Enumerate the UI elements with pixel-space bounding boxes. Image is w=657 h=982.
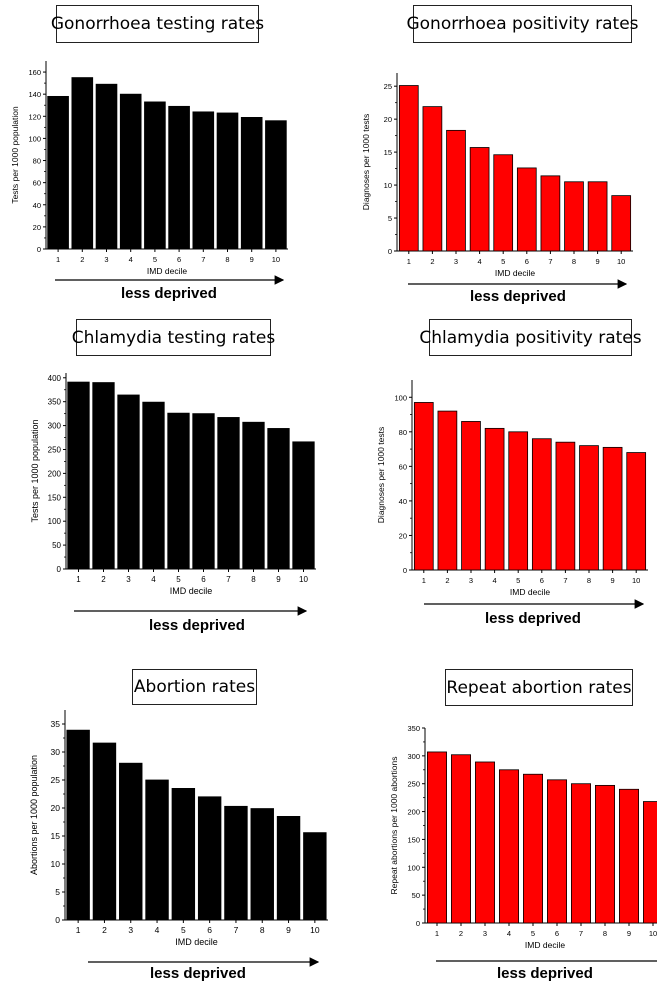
- direction-arrows: [0, 0, 657, 981]
